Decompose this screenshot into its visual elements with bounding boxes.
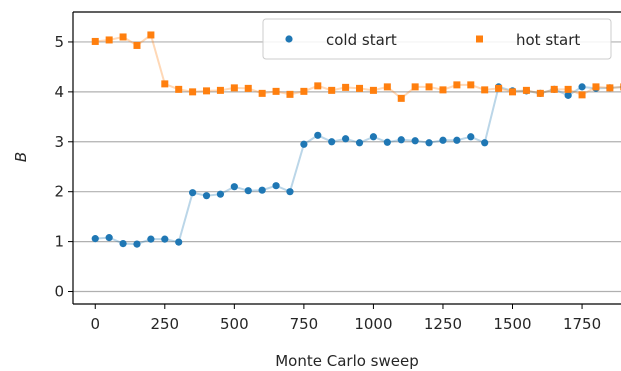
data-point-cold-start <box>355 139 364 147</box>
data-point-cold-start <box>105 234 113 242</box>
x-tick-label: 750 <box>290 315 319 333</box>
data-point-hot-start <box>314 82 322 90</box>
data-point-cold-start <box>481 139 489 147</box>
data-point-hot-start <box>467 81 475 89</box>
data-point-hot-start <box>578 91 586 99</box>
data-point-hot-start <box>411 83 419 91</box>
data-point-hot-start <box>592 83 600 91</box>
legend-box <box>262 18 612 60</box>
data-point-cold-start <box>328 138 336 146</box>
data-point-cold-start <box>175 238 183 246</box>
data-point-cold-start <box>453 136 461 144</box>
data-point-cold-start <box>272 182 280 190</box>
data-point-hot-start <box>439 86 447 94</box>
data-point-hot-start <box>536 89 544 97</box>
legend: cold start hot start <box>262 18 612 60</box>
data-point-cold-start <box>133 240 141 248</box>
data-point-cold-start <box>202 192 211 200</box>
series-line-0 <box>95 85 621 246</box>
data-point-cold-start <box>258 186 266 194</box>
x-tick-label: 1000 <box>354 315 392 333</box>
data-point-cold-start <box>286 188 294 196</box>
data-point-hot-start <box>356 84 364 92</box>
data-point-hot-start <box>175 85 183 93</box>
y-tick-label: 0 <box>54 283 64 301</box>
data-point-hot-start <box>369 86 377 94</box>
data-point-hot-start <box>342 83 350 91</box>
data-point-hot-start <box>147 31 155 39</box>
data-point-hot-start <box>328 86 336 94</box>
data-point-hot-start <box>509 88 517 96</box>
y-tick-label: 1 <box>54 233 64 251</box>
data-point-hot-start <box>481 86 489 94</box>
tick-labels: 0 1 2 3 4 5 0 250 500 750 1000 1250 1500 1750 <box>54 33 601 333</box>
data-point-hot-start <box>105 36 113 44</box>
data-point-cold-start <box>342 135 350 143</box>
y-tick-label: 3 <box>54 133 64 151</box>
data-point-hot-start <box>495 84 503 92</box>
data-point-hot-start <box>258 89 266 97</box>
data-point-hot-start <box>383 83 391 91</box>
data-point-hot-start <box>453 81 461 89</box>
legend-label-cold-start: cold start <box>326 31 397 49</box>
data-point-cold-start <box>91 235 99 243</box>
data-point-hot-start <box>564 85 572 93</box>
data-point-cold-start <box>425 139 433 147</box>
data-point-hot-start <box>119 33 127 41</box>
y-axis-title: B <box>12 152 30 162</box>
x-tick-label: 1500 <box>493 315 531 333</box>
data-point-cold-start <box>397 136 405 144</box>
data-point-cold-start <box>189 189 197 197</box>
data-point-hot-start <box>272 87 280 95</box>
legend-label-hot-start: hot start <box>516 31 580 49</box>
data-point-cold-start <box>147 235 155 243</box>
data-point-cold-start <box>244 187 252 195</box>
data-point-cold-start <box>564 91 572 99</box>
data-point-hot-start <box>133 41 141 49</box>
data-point-cold-start <box>411 137 419 145</box>
data-point-cold-start <box>439 136 447 144</box>
data-point-hot-start <box>189 88 197 96</box>
x-tick-label: 1750 <box>563 315 601 333</box>
data-point-hot-start <box>244 84 252 92</box>
data-point-hot-start <box>606 84 614 92</box>
data-point-hot-start <box>397 94 405 102</box>
data-point-cold-start <box>119 240 127 248</box>
data-point-cold-start <box>216 190 225 198</box>
data-point-hot-start <box>425 83 433 91</box>
legend-marker-hot-start <box>476 35 483 43</box>
data-point-hot-start <box>286 90 294 98</box>
x-tick-label: 250 <box>150 315 179 333</box>
data-point-hot-start <box>550 85 558 93</box>
y-tick-label: 4 <box>54 83 64 101</box>
data-point-cold-start <box>300 140 308 148</box>
data-point-hot-start <box>203 87 211 95</box>
data-point-cold-start <box>578 83 586 91</box>
data-point-hot-start <box>522 86 530 94</box>
data-point-hot-start <box>216 86 224 94</box>
data-point-hot-start <box>91 37 99 45</box>
data-point-hot-start <box>161 80 169 88</box>
axes <box>68 11 621 309</box>
data-point-cold-start <box>230 183 238 191</box>
data-point-cold-start <box>161 235 169 243</box>
data-point-cold-start <box>369 133 378 141</box>
gridlines <box>73 41 621 293</box>
data-point-hot-start <box>230 84 238 92</box>
x-axis-title: Monte Carlo sweep <box>275 352 419 370</box>
data-point-cold-start <box>314 131 322 139</box>
data-point-cold-start <box>467 133 475 141</box>
x-tick-label: 0 <box>90 315 100 333</box>
y-tick-label: 5 <box>54 33 64 51</box>
series-markers <box>91 31 621 248</box>
x-tick-label: 1250 <box>424 315 462 333</box>
x-tick-label: 500 <box>220 315 249 333</box>
data-point-hot-start <box>300 87 308 95</box>
y-tick-label: 2 <box>54 183 64 201</box>
legend-marker-cold-start <box>285 35 293 43</box>
data-point-cold-start <box>383 138 391 146</box>
